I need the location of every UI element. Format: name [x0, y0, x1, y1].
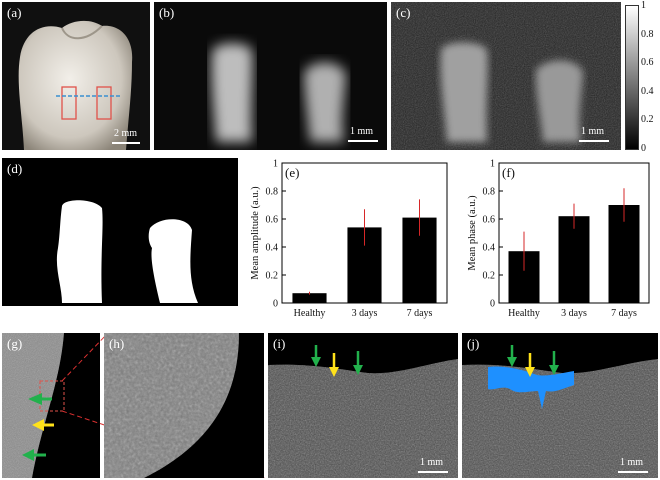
colorbar-tick-label: 1 — [641, 0, 646, 11]
green-arrow-icon — [353, 365, 363, 375]
panel-j-oct-lesion: (j) 1 mm — [462, 333, 658, 478]
oct-lesion-image — [462, 345, 658, 478]
scale-bar-i — [418, 471, 448, 473]
x-tick-label: Healthy — [508, 308, 540, 319]
y-tick-label: 0 — [273, 299, 278, 310]
panel-label-h: (h) — [109, 336, 125, 351]
panel-e-amplitude-chart: 0 0.2 0.4 0.6 0.8 1 Healthy 3 days 7 days Mean am… — [240, 155, 455, 325]
scale-text-c: 1 mm — [581, 126, 605, 137]
panel-f-phase-chart: 0 0.2 0.4 0.6 0.8 1 Healthy 3 days 7 days Mean ph… — [457, 155, 657, 325]
panel-b-amplitude-image: (b) 1 mm — [154, 2, 387, 150]
scale-bar-b — [348, 140, 378, 142]
y-tick-label: 0 — [490, 299, 495, 310]
y-tick-label: 1 — [490, 159, 495, 170]
y-tick-label: 1 — [273, 159, 278, 170]
mask-image — [56, 200, 198, 303]
x-tick-label: 3 days — [352, 308, 378, 319]
yellow-arrow-icon — [329, 367, 339, 377]
scale-bar-j — [618, 471, 648, 473]
y-tick-label: 0.8 — [483, 187, 496, 198]
amplitude-bar-chart: 0 0.2 0.4 0.6 0.8 1 Healthy 3 days 7 days Mean am… — [250, 159, 448, 319]
scale-text-i: 1 mm — [420, 457, 444, 468]
y-tick-label: 0.4 — [266, 243, 279, 254]
panel-label-c: (c) — [396, 5, 411, 20]
colorbar-tick-label: 0.4 — [641, 85, 654, 97]
scale-bar-c — [579, 140, 609, 142]
phase-bar-chart: 0 0.2 0.4 0.6 0.8 1 Healthy 3 days 7 days Mean ph… — [467, 159, 650, 319]
green-arrow-icon — [311, 357, 321, 367]
green-arrow-icon — [22, 449, 34, 461]
y-axis-label: Mean amplitude (a.u.) — [250, 186, 261, 280]
x-tick-label: 7 days — [611, 308, 637, 319]
y-tick-label: 0.4 — [483, 243, 496, 254]
oct-bscan-image — [268, 345, 458, 478]
oct-surface-image — [2, 333, 65, 478]
phase-image — [391, 2, 621, 150]
y-tick-label: 0.8 — [266, 187, 279, 198]
roi-box-1 — [61, 86, 77, 120]
colorbar-tick-label: 0.6 — [641, 57, 654, 69]
y-tick-label: 0.2 — [483, 271, 496, 282]
x-tick-label: Healthy — [294, 308, 326, 319]
green-arrow-icon — [28, 393, 42, 405]
scale-text-a: 2 mm — [114, 128, 138, 139]
zoom-image — [104, 333, 239, 478]
colorbar-tick-label: 0.2 — [641, 114, 654, 126]
x-tick-label: 3 days — [561, 308, 587, 319]
panel-label-f: (f) — [502, 165, 515, 180]
tooth-photo — [18, 21, 133, 150]
roi-box-2 — [96, 86, 112, 120]
panel-label-b: (b) — [159, 5, 175, 20]
yellow-arrow-icon — [525, 367, 535, 377]
panel-g-oct-surface: (g) — [2, 333, 100, 478]
y-tick-label: 0.6 — [266, 215, 279, 226]
panel-label-e: (e) — [285, 165, 300, 180]
colorbar-tick-label: 0 — [641, 143, 646, 154]
scale-text-b: 1 mm — [350, 126, 374, 137]
x-tick-label: 7 days — [407, 308, 433, 319]
lesion-overlay — [488, 366, 574, 409]
amplitude-image — [211, 43, 346, 142]
colorbar — [625, 5, 639, 150]
bar — [558, 216, 590, 303]
green-arrow-icon — [507, 357, 517, 367]
y-tick-label: 0.6 — [483, 215, 496, 226]
y-axis-label: Mean phase (a.u.) — [467, 195, 478, 271]
bar — [292, 293, 327, 303]
panel-d-mask: (d) — [2, 158, 238, 306]
panel-a-tooth-photo: (a) 2 mm — [2, 2, 150, 150]
green-arrow-icon — [549, 365, 559, 375]
y-tick-label: 0.2 — [266, 271, 279, 282]
colorbar-ticks: 1 0.8 0.6 0.4 0.2 0 — [641, 0, 659, 155]
colorbar-tick-label: 0.8 — [641, 28, 654, 40]
yellow-arrow-icon — [32, 419, 44, 431]
panel-label-a: (a) — [7, 5, 22, 20]
panel-label-j: (j) — [467, 336, 480, 351]
panel-label-i: (i) — [273, 336, 286, 351]
panel-label-g: (g) — [7, 336, 23, 351]
scale-bar-a — [112, 142, 140, 144]
panel-label-d: (d) — [7, 161, 23, 176]
panel-h-zoom: (h) — [104, 333, 264, 478]
panel-i-oct-bscan: (i) 1 mm — [268, 333, 458, 478]
scale-text-j: 1 mm — [620, 457, 644, 468]
panel-c-phase-image: (c) 1 mm — [391, 2, 621, 150]
